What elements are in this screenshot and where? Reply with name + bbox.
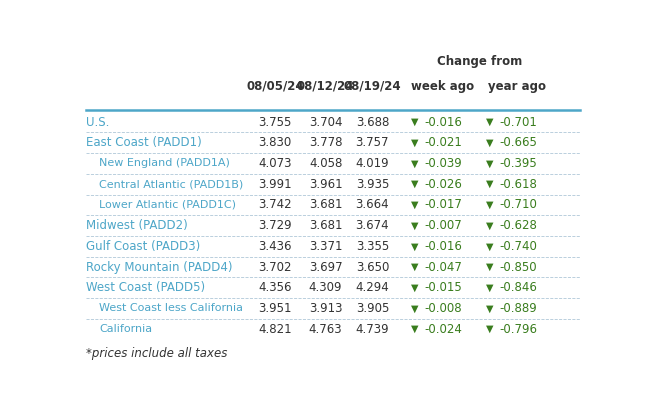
Text: -0.701: -0.701 — [499, 116, 538, 128]
Text: ▼: ▼ — [411, 179, 419, 189]
Text: California: California — [99, 324, 152, 334]
Text: -0.007: -0.007 — [425, 219, 463, 232]
Text: ▼: ▼ — [411, 241, 419, 251]
Text: ▼: ▼ — [486, 200, 493, 210]
Text: 3.961: 3.961 — [309, 178, 343, 191]
Text: ▼: ▼ — [486, 117, 493, 127]
Text: Rocky Mountain (PADD4): Rocky Mountain (PADD4) — [86, 260, 233, 274]
Text: -0.395: -0.395 — [499, 157, 537, 170]
Text: 3.951: 3.951 — [259, 302, 292, 315]
Text: 08/05/24: 08/05/24 — [246, 80, 304, 93]
Text: ▼: ▼ — [486, 158, 493, 168]
Text: 3.697: 3.697 — [309, 260, 343, 274]
Text: ▼: ▼ — [486, 138, 493, 148]
Text: 3.935: 3.935 — [356, 178, 389, 191]
Text: -0.796: -0.796 — [499, 323, 538, 336]
Text: 08/19/24: 08/19/24 — [344, 80, 401, 93]
Text: 3.688: 3.688 — [356, 116, 389, 128]
Text: 4.739: 4.739 — [356, 323, 389, 336]
Text: ▼: ▼ — [411, 117, 419, 127]
Text: -0.008: -0.008 — [425, 302, 462, 315]
Text: 3.991: 3.991 — [259, 178, 292, 191]
Text: 3.436: 3.436 — [259, 240, 292, 253]
Text: ▼: ▼ — [411, 304, 419, 314]
Text: 4.821: 4.821 — [259, 323, 292, 336]
Text: -0.628: -0.628 — [499, 219, 538, 232]
Text: Central Atlantic (PADD1B): Central Atlantic (PADD1B) — [99, 179, 243, 189]
Text: 3.704: 3.704 — [309, 116, 343, 128]
Text: -0.889: -0.889 — [499, 302, 537, 315]
Text: ▼: ▼ — [411, 158, 419, 168]
Text: -0.850: -0.850 — [499, 260, 537, 274]
Text: ▼: ▼ — [486, 179, 493, 189]
Text: 08/12/24: 08/12/24 — [297, 80, 354, 93]
Text: 3.729: 3.729 — [259, 219, 292, 232]
Text: -0.618: -0.618 — [499, 178, 538, 191]
Text: -0.026: -0.026 — [425, 178, 463, 191]
Text: -0.039: -0.039 — [425, 157, 463, 170]
Text: -0.024: -0.024 — [425, 323, 463, 336]
Text: Midwest (PADD2): Midwest (PADD2) — [86, 219, 188, 232]
Text: West Coast (PADD5): West Coast (PADD5) — [86, 281, 205, 294]
Text: 3.757: 3.757 — [356, 136, 389, 149]
Text: ▼: ▼ — [486, 221, 493, 231]
Text: 4.309: 4.309 — [309, 281, 343, 294]
Text: 3.830: 3.830 — [259, 136, 292, 149]
Text: 3.913: 3.913 — [309, 302, 343, 315]
Text: 4.019: 4.019 — [356, 157, 389, 170]
Text: 3.755: 3.755 — [259, 116, 292, 128]
Text: 3.742: 3.742 — [259, 198, 292, 211]
Text: ▼: ▼ — [411, 324, 419, 334]
Text: ▼: ▼ — [411, 262, 419, 272]
Text: year ago: year ago — [488, 80, 546, 93]
Text: 3.371: 3.371 — [309, 240, 343, 253]
Text: -0.710: -0.710 — [499, 198, 538, 211]
Text: -0.665: -0.665 — [499, 136, 538, 149]
Text: 3.702: 3.702 — [259, 260, 292, 274]
Text: West Coast less California: West Coast less California — [99, 304, 243, 314]
Text: ▼: ▼ — [411, 283, 419, 293]
Text: -0.016: -0.016 — [425, 240, 463, 253]
Text: 4.073: 4.073 — [259, 157, 292, 170]
Text: 3.681: 3.681 — [309, 219, 343, 232]
Text: ▼: ▼ — [411, 200, 419, 210]
Text: -0.015: -0.015 — [425, 281, 463, 294]
Text: East Coast (PADD1): East Coast (PADD1) — [86, 136, 202, 149]
Text: 3.778: 3.778 — [309, 136, 343, 149]
Text: 3.905: 3.905 — [356, 302, 389, 315]
Text: ▼: ▼ — [486, 304, 493, 314]
Text: -0.047: -0.047 — [425, 260, 463, 274]
Text: Lower Atlantic (PADD1C): Lower Atlantic (PADD1C) — [99, 200, 236, 210]
Text: ▼: ▼ — [411, 138, 419, 148]
Text: ▼: ▼ — [486, 283, 493, 293]
Text: New England (PADD1A): New England (PADD1A) — [99, 158, 229, 168]
Text: ▼: ▼ — [486, 324, 493, 334]
Text: 3.681: 3.681 — [309, 198, 343, 211]
Text: Change from: Change from — [437, 55, 523, 68]
Text: 3.674: 3.674 — [356, 219, 389, 232]
Text: Gulf Coast (PADD3): Gulf Coast (PADD3) — [86, 240, 201, 253]
Text: ▼: ▼ — [486, 262, 493, 272]
Text: -0.017: -0.017 — [425, 198, 463, 211]
Text: -0.016: -0.016 — [425, 116, 463, 128]
Text: U.S.: U.S. — [86, 116, 110, 128]
Text: week ago: week ago — [411, 80, 474, 93]
Text: *prices include all taxes: *prices include all taxes — [86, 347, 228, 360]
Text: -0.740: -0.740 — [499, 240, 538, 253]
Text: 3.355: 3.355 — [356, 240, 389, 253]
Text: -0.846: -0.846 — [499, 281, 538, 294]
Text: 4.294: 4.294 — [356, 281, 389, 294]
Text: -0.021: -0.021 — [425, 136, 463, 149]
Text: 4.356: 4.356 — [259, 281, 292, 294]
Text: 3.650: 3.650 — [356, 260, 389, 274]
Text: ▼: ▼ — [411, 221, 419, 231]
Text: 4.763: 4.763 — [309, 323, 343, 336]
Text: 4.058: 4.058 — [309, 157, 343, 170]
Text: 3.664: 3.664 — [356, 198, 389, 211]
Text: ▼: ▼ — [486, 241, 493, 251]
